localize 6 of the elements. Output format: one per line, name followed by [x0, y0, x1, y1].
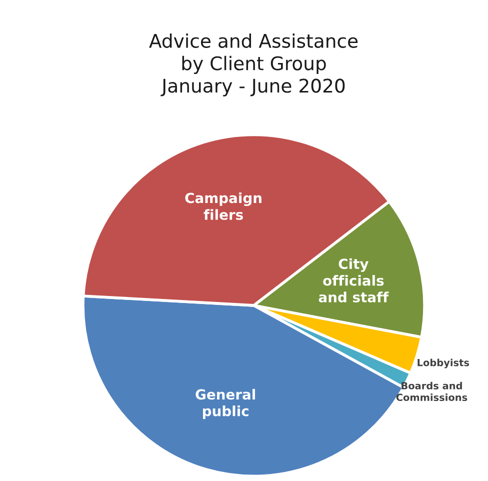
slice-label: General public	[196, 388, 255, 419]
slice-label: City officials and staff	[318, 258, 389, 302]
chart-title: Advice and Assistance by Client Group January - June 2020	[149, 33, 358, 96]
slice-label: Campaign filers	[185, 192, 262, 220]
slice-label: Lobbyists	[418, 358, 470, 368]
slice-label: Boards and Commissions	[396, 382, 468, 402]
